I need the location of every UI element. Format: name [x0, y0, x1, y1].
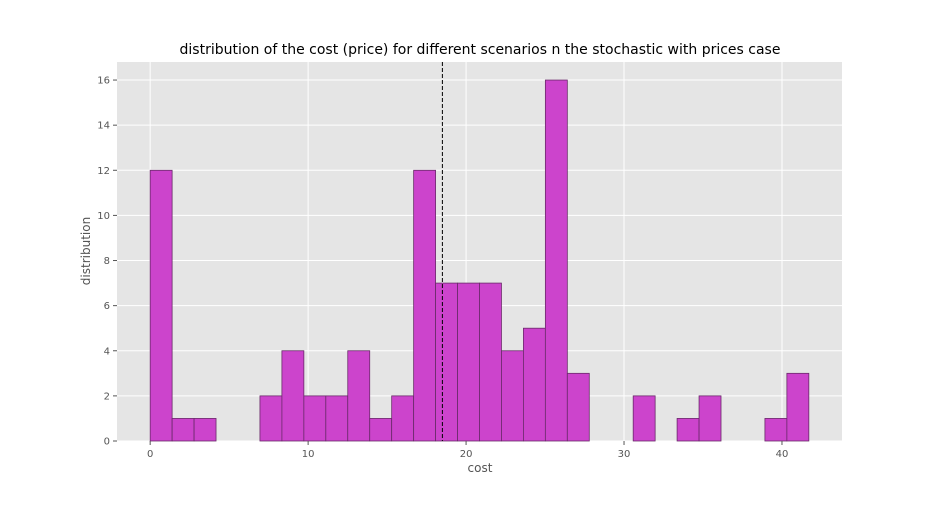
- x-tick-label-2: 20: [460, 449, 473, 460]
- histogram-bar-18: [544, 79, 568, 442]
- y-tick-label-2: 4: [104, 346, 110, 357]
- histogram-bar-28: [764, 418, 788, 442]
- y-tick-label-7: 14: [97, 121, 110, 132]
- y-tick-label-3: 6: [104, 301, 110, 312]
- histogram-bar-12: [413, 169, 436, 442]
- histogram-bar-6: [281, 350, 305, 442]
- histogram-bar-14: [457, 282, 480, 442]
- y-tick-label-4: 8: [104, 256, 110, 267]
- x-tick-label-3: 30: [618, 449, 631, 460]
- histogram-bar-17: [523, 327, 546, 442]
- x-tick-label-1: 10: [302, 449, 315, 460]
- x-axis-label: cost: [468, 461, 493, 475]
- histogram-bar-10: [369, 418, 393, 442]
- y-tick-label-5: 10: [97, 211, 110, 222]
- x-tick-label-0: 0: [147, 449, 153, 460]
- histogram-bar-11: [391, 395, 415, 442]
- y-tick-label-0: 0: [104, 437, 110, 448]
- histogram-bar-0: [149, 169, 173, 442]
- histogram-bar-15: [479, 282, 502, 442]
- x-tick-label-4: 40: [776, 449, 789, 460]
- y-tick-label-1: 2: [104, 391, 110, 402]
- y-tick-label-8: 16: [97, 76, 110, 87]
- histogram-bar-29: [786, 372, 810, 442]
- histogram-bar-5: [259, 395, 283, 442]
- histogram-bar-7: [303, 395, 327, 442]
- histogram-bar-2: [193, 418, 217, 442]
- chart-title: distribution of the cost (price) for dif…: [180, 42, 781, 58]
- histogram-bar-25: [698, 395, 722, 442]
- histogram-bar-24: [676, 418, 700, 442]
- histogram-bar-8: [325, 395, 349, 442]
- histogram-bar-19: [566, 372, 590, 442]
- histogram-bar-16: [501, 350, 524, 442]
- histogram-bar-13: [435, 282, 458, 442]
- y-tick-label-6: 12: [97, 166, 110, 177]
- y-axis-label: distribution: [79, 217, 93, 285]
- histogram-bar-9: [347, 350, 371, 442]
- histogram-bar-22: [632, 395, 656, 442]
- histogram-bar-1: [171, 418, 195, 442]
